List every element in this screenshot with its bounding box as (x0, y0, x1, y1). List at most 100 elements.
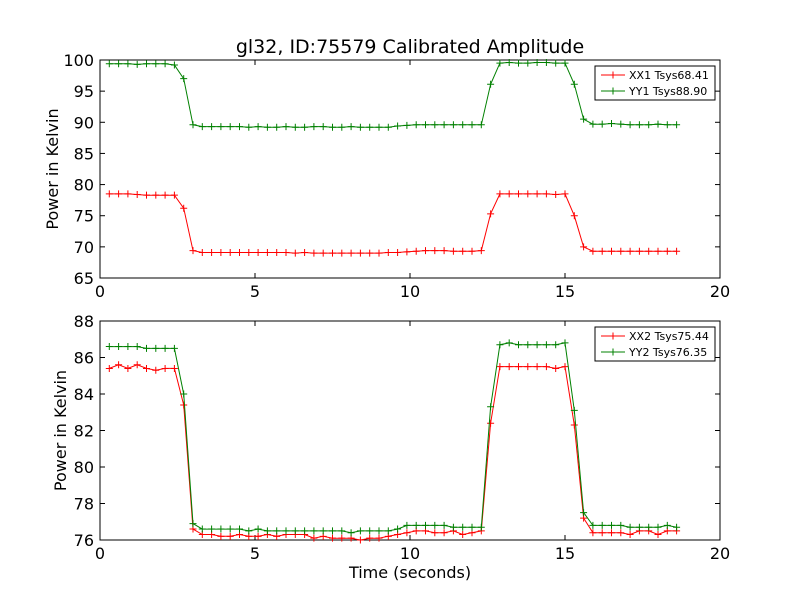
data-point-marker (673, 523, 681, 531)
data-point-marker (310, 249, 318, 257)
data-point-marker (459, 247, 467, 255)
data-point-marker (542, 58, 550, 66)
data-point-marker (570, 421, 578, 429)
data-point-marker (254, 532, 262, 540)
data-point-marker (347, 529, 355, 537)
data-point-marker (626, 531, 634, 539)
data-point-marker (161, 344, 169, 352)
data-point-marker (329, 249, 336, 257)
data-point-marker (515, 341, 522, 349)
data-point-marker (170, 364, 178, 372)
data-point-marker (133, 343, 141, 351)
data-point-marker (152, 60, 160, 68)
data-point-marker (105, 364, 113, 372)
data-point-marker (552, 59, 560, 67)
x-tick-label: 15 (555, 282, 575, 301)
data-point-marker (180, 390, 188, 398)
data-point-marker (236, 123, 243, 131)
data-point-marker (449, 121, 457, 129)
data-point-marker (347, 249, 355, 257)
data-point-marker (236, 248, 243, 256)
data-point-marker (208, 525, 216, 533)
legend-label: YY2 Tsys76.35 (628, 346, 707, 359)
data-point-marker (403, 121, 411, 129)
data-point-marker (310, 534, 318, 542)
x-tick-label: 5 (250, 282, 260, 301)
legend-box (594, 65, 716, 101)
data-point-marker (291, 249, 299, 257)
data-point-marker (366, 123, 374, 131)
data-point-marker (282, 248, 290, 256)
data-point-marker (384, 248, 392, 256)
data-point-marker (515, 363, 522, 371)
y-tick-label: 85 (74, 144, 94, 163)
data-point-marker (319, 123, 327, 131)
data-point-marker (496, 59, 504, 67)
data-point-marker (533, 341, 541, 349)
data-point-marker (375, 123, 383, 131)
data-point-marker (524, 341, 532, 349)
data-point-marker (319, 527, 327, 535)
data-point-marker (598, 529, 606, 537)
data-point-marker (487, 80, 495, 88)
data-point-marker (310, 123, 318, 131)
x-tick-label: 0 (95, 544, 105, 563)
data-point-marker (626, 247, 634, 255)
data-point-marker (208, 248, 216, 256)
data-point-marker (440, 247, 448, 255)
data-point-marker (245, 123, 253, 131)
data-point-marker (180, 401, 188, 409)
data-point-marker (608, 529, 615, 537)
data-point-marker (403, 521, 411, 529)
data-point-marker (477, 121, 485, 129)
data-point-marker (654, 531, 662, 539)
data-point-marker (273, 123, 281, 131)
data-point-marker (459, 121, 467, 129)
data-point-marker (468, 121, 476, 129)
data-point-marker (143, 364, 150, 372)
data-point-marker (617, 529, 625, 537)
data-point-marker (226, 525, 234, 533)
data-point-marker (403, 529, 411, 537)
data-point-marker (319, 249, 327, 257)
x-tick-label: 20 (710, 544, 730, 563)
data-point-marker (570, 212, 578, 220)
data-point-marker (570, 406, 578, 414)
y-tick-label: 75 (74, 207, 94, 226)
data-point-marker (384, 123, 392, 131)
figure-title: gl32, ID:75579 Calibrated Amplitude (236, 36, 584, 58)
data-point-marker (589, 120, 597, 128)
data-point-marker (189, 121, 197, 129)
data-point-marker (236, 525, 243, 533)
data-point-marker (161, 191, 169, 199)
y-tick-label: 90 (74, 113, 94, 132)
data-point-marker (217, 123, 225, 131)
data-point-marker (608, 120, 615, 128)
data-point-marker (663, 121, 671, 129)
data-point-marker (124, 343, 132, 351)
data-point-marker (496, 341, 504, 349)
data-point-marker (198, 525, 206, 533)
data-point-marker (375, 249, 383, 257)
data-point-marker (635, 121, 643, 129)
data-point-marker (124, 364, 132, 372)
data-point-marker (217, 525, 225, 533)
data-point-marker (524, 190, 532, 198)
y-tick-label: 100 (63, 51, 94, 70)
data-point-marker (645, 523, 653, 531)
data-point-marker (422, 247, 429, 255)
data-point-marker (468, 523, 476, 531)
legend-label: XX1 Tsys68.41 (629, 69, 709, 82)
data-point-marker (440, 529, 448, 537)
legend-label: XX2 Tsys75.44 (629, 330, 709, 343)
data-point-marker (375, 527, 383, 535)
data-point-marker (608, 247, 615, 255)
y-tick-label: 65 (74, 269, 94, 288)
x-tick-label: 10 (400, 282, 420, 301)
data-point-marker (161, 60, 169, 68)
data-point-marker (487, 403, 495, 411)
data-point-marker (422, 121, 429, 129)
data-point-marker (124, 60, 132, 68)
bottom-plot: 0 5 10 15 20 76 78 80 82 84 86 88 Power in Kelvin Tim… (51, 312, 730, 582)
data-point-marker (617, 120, 625, 128)
